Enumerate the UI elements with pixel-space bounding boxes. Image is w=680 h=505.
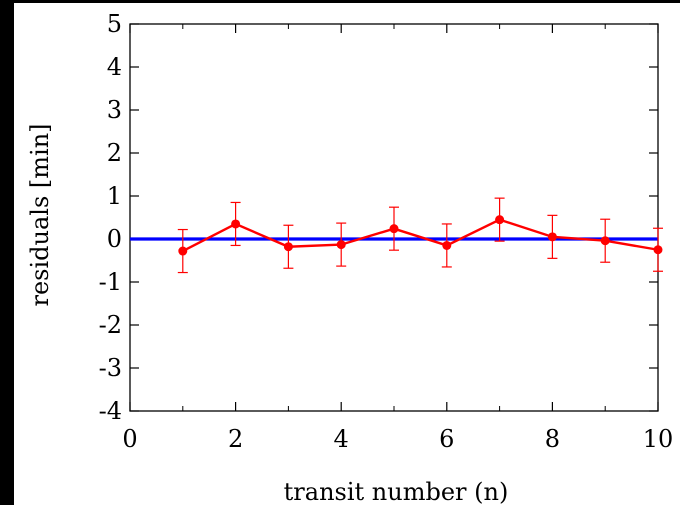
y-tick-label-1: 1 xyxy=(107,182,122,210)
data-point-6 xyxy=(442,240,452,250)
x-axis-label-text: transit number (n) xyxy=(284,478,509,505)
axis-ticks xyxy=(129,23,659,412)
y-tick-label-3: 3 xyxy=(107,96,122,124)
data-point-9 xyxy=(600,236,610,246)
x-tick-label-2: 2 xyxy=(228,425,243,453)
y-axis-label-text: residuals [min] xyxy=(26,123,54,306)
series-line xyxy=(182,218,659,253)
residuals-chart: 0 2 4 6 8 10 -4 -3 -2 -1 0 1 2 3 4 5 transit number (n)… xyxy=(26,10,674,505)
data-point-5 xyxy=(389,224,399,234)
data-point-7 xyxy=(495,215,505,225)
x-tick-label-0: 0 xyxy=(122,425,137,453)
data-point-10 xyxy=(653,245,663,255)
figure-panel: 0 2 4 6 8 10 -4 -3 -2 -1 0 1 2 3 4 5 transit number (n)… xyxy=(14,3,680,505)
y-tick-label-2: 2 xyxy=(107,139,122,167)
x-tick-label-8: 8 xyxy=(545,425,560,453)
y-tick-label-4: 4 xyxy=(107,53,122,81)
y-tick-label--1: -1 xyxy=(99,268,122,296)
tick-labels: 0 2 4 6 8 10 -4 -3 -2 -1 0 1 2 3 4 5 xyxy=(99,10,674,453)
y-tick-label--4: -4 xyxy=(99,397,122,425)
x-tick-label-10: 10 xyxy=(643,425,674,453)
x-tick-label-6: 6 xyxy=(439,425,454,453)
data-point-2 xyxy=(231,219,241,229)
x-axis-label: transit number (n) xyxy=(284,478,509,505)
y-tick-label--3: -3 xyxy=(99,354,122,382)
data-point-4 xyxy=(336,240,346,250)
y-tick-label--2: -2 xyxy=(99,311,122,339)
axis-labels: transit number (n) residuals [min] xyxy=(26,123,508,505)
error-bars xyxy=(177,197,663,274)
y-tick-label-5: 5 xyxy=(107,10,122,38)
data-point-3 xyxy=(283,242,293,252)
x-tick-label-4: 4 xyxy=(334,425,349,453)
y-axis-label: residuals [min] xyxy=(26,123,54,306)
data-point-1 xyxy=(178,246,188,256)
y-tick-label-0: 0 xyxy=(107,225,122,253)
residual-series xyxy=(178,215,663,256)
data-point-8 xyxy=(547,232,557,242)
